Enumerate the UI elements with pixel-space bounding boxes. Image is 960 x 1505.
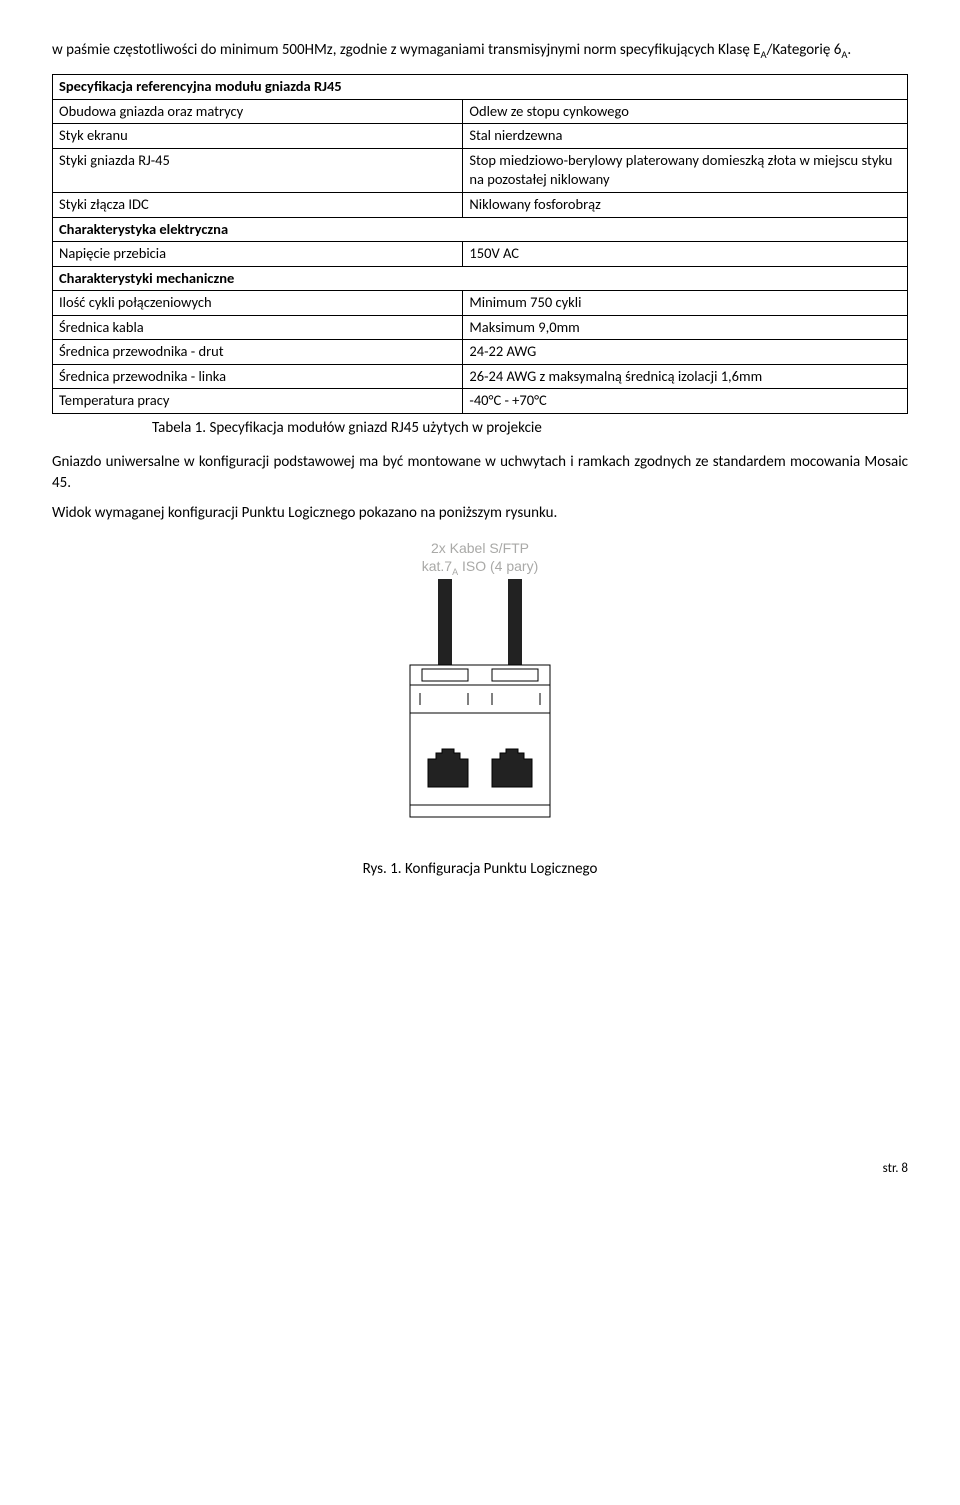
module-top-left [422,669,468,681]
spec-table: Specyfikacja referencyjna modułu gniazda… [52,74,908,414]
cell-r: 24-22 AWG [463,340,908,365]
cable-left-icon [438,579,452,665]
table-row: Obudowa gniazda oraz matrycyOdlew ze sto… [53,99,908,124]
cell-l: Ilość cykli połączeniowych [53,291,463,316]
cell-l: Styki złącza IDC [53,192,463,217]
table-section-2: Charakterystyka elektryczna [53,217,908,242]
intro-paragraph: w paśmie częstotliwości do minimum 500HM… [52,40,908,62]
table-row: Ilość cykli połączeniowychMinimum 750 cy… [53,291,908,316]
table-row: Temperatura pracy-40°C - +70°C [53,389,908,414]
cell-l: Średnica kabla [53,315,463,340]
cell-r: 26-24 AWG z maksymalną średnicą izolacji… [463,364,908,389]
intro-text-mid: /Kategorię 6 [767,41,842,59]
table-caption: Tabela 1. Specyfikacja modułów gniazd RJ… [152,418,908,438]
cell-r: Maksimum 9,0mm [463,315,908,340]
cell-r: Stop miedziowo-berylowy platerowany domi… [463,148,908,192]
cell-l: Średnica przewodnika - linka [53,364,463,389]
pl-diagram-svg: 2x Kabel S/FTP kat.7A ISO (4 pary) [370,535,590,835]
table-row: Średnica przewodnika - drut24-22 AWG [53,340,908,365]
page-number: str. 8 [52,1160,908,1178]
cell-r: 150V AC [463,242,908,267]
paragraph-after-2: Widok wymaganej konfiguracji Punktu Logi… [52,503,908,523]
figure-caption: Rys. 1. Konfiguracja Punktu Logicznego [52,859,908,879]
table-row: Styki złącza IDCNiklowany fosforobrąz [53,192,908,217]
cable-right-icon [508,579,522,665]
table-row: Napięcie przebicia150V AC [53,242,908,267]
diagram-label-1: 2x Kabel S/FTP [431,540,529,556]
table-row: Średnica przewodnika - linka26-24 AWG z … [53,364,908,389]
table-header: Specyfikacja referencyjna modułu gniazda… [53,75,908,100]
faceplate-bottom [410,805,550,817]
cell-l: Styki gniazda RJ-45 [53,148,463,192]
cell-r: Stal nierdzewna [463,124,908,149]
cell-l: Napięcie przebicia [53,242,463,267]
cell-r: Niklowany fosforobrąz [463,192,908,217]
table-row: Styki gniazda RJ-45Stop miedziowo-berylo… [53,148,908,192]
diagram: 2x Kabel S/FTP kat.7A ISO (4 pary) [52,535,908,841]
faceplate-upper [410,685,550,713]
diagram-label-2: kat.7A ISO (4 pary) [422,558,539,577]
cell-l: Styk ekranu [53,124,463,149]
intro-text-end: . [847,41,851,59]
cell-l: Obudowa gniazda oraz matrycy [53,99,463,124]
module-top-right [492,669,538,681]
table-row: Styk ekranuStal nierdzewna [53,124,908,149]
cell-r: Odlew ze stopu cynkowego [463,99,908,124]
cell-l: Średnica przewodnika - drut [53,340,463,365]
cell-r: -40°C - +70°C [463,389,908,414]
cell-l: Temperatura pracy [53,389,463,414]
intro-text-1: w paśmie częstotliwości do minimum 500HM… [52,41,761,59]
table-row: Średnica kablaMaksimum 9,0mm [53,315,908,340]
cell-r: Minimum 750 cykli [463,291,908,316]
table-section-3: Charakterystyki mechaniczne [53,266,908,291]
paragraph-after-1: Gniazdo uniwersalne w konfiguracji podst… [52,452,908,493]
